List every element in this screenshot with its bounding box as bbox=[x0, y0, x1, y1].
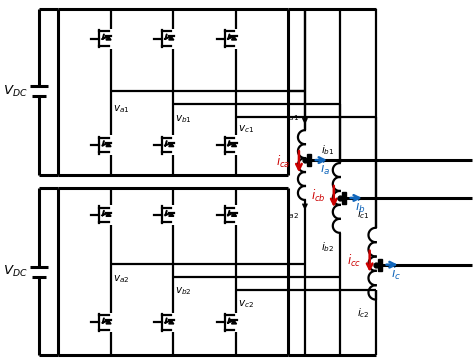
Text: $v_{b1}$: $v_{b1}$ bbox=[175, 113, 192, 125]
Polygon shape bbox=[106, 320, 111, 324]
Text: $i_{a1}$: $i_{a1}$ bbox=[286, 109, 300, 123]
Text: $i_{c1}$: $i_{c1}$ bbox=[357, 207, 370, 221]
Text: $v_{c1}$: $v_{c1}$ bbox=[238, 123, 254, 135]
Text: $i_{cc}$: $i_{cc}$ bbox=[346, 253, 361, 269]
Polygon shape bbox=[169, 36, 174, 40]
Text: $i_{c}$: $i_{c}$ bbox=[391, 266, 401, 282]
Bar bbox=[378, 259, 382, 271]
Polygon shape bbox=[231, 320, 237, 324]
Text: $i_{b2}$: $i_{b2}$ bbox=[321, 240, 335, 254]
Polygon shape bbox=[106, 36, 111, 40]
Text: $v_{b2}$: $v_{b2}$ bbox=[175, 286, 192, 297]
Text: $v_{c2}$: $v_{c2}$ bbox=[238, 298, 254, 310]
Text: $V_{DC}$: $V_{DC}$ bbox=[3, 264, 27, 279]
Text: $i_{b1}$: $i_{b1}$ bbox=[321, 143, 335, 157]
Polygon shape bbox=[231, 143, 237, 147]
Text: $i_{a}$: $i_{a}$ bbox=[320, 161, 330, 177]
Polygon shape bbox=[231, 36, 237, 40]
Bar bbox=[342, 192, 346, 204]
Polygon shape bbox=[231, 213, 237, 216]
Polygon shape bbox=[106, 143, 111, 147]
Text: $i_{ca}$: $i_{ca}$ bbox=[276, 154, 290, 170]
Text: $i_{c2}$: $i_{c2}$ bbox=[357, 306, 370, 320]
Polygon shape bbox=[169, 213, 174, 216]
Polygon shape bbox=[106, 213, 111, 216]
Text: $i_{b}$: $i_{b}$ bbox=[355, 199, 365, 215]
Text: $v_{a1}$: $v_{a1}$ bbox=[113, 103, 129, 115]
Text: $V_{DC}$: $V_{DC}$ bbox=[3, 84, 27, 99]
Text: $v_{a2}$: $v_{a2}$ bbox=[113, 273, 129, 285]
Polygon shape bbox=[169, 320, 174, 324]
Polygon shape bbox=[169, 143, 174, 147]
Text: $i_{cb}$: $i_{cb}$ bbox=[310, 189, 325, 205]
Text: $i_{a2}$: $i_{a2}$ bbox=[286, 207, 300, 221]
Bar bbox=[307, 154, 311, 166]
